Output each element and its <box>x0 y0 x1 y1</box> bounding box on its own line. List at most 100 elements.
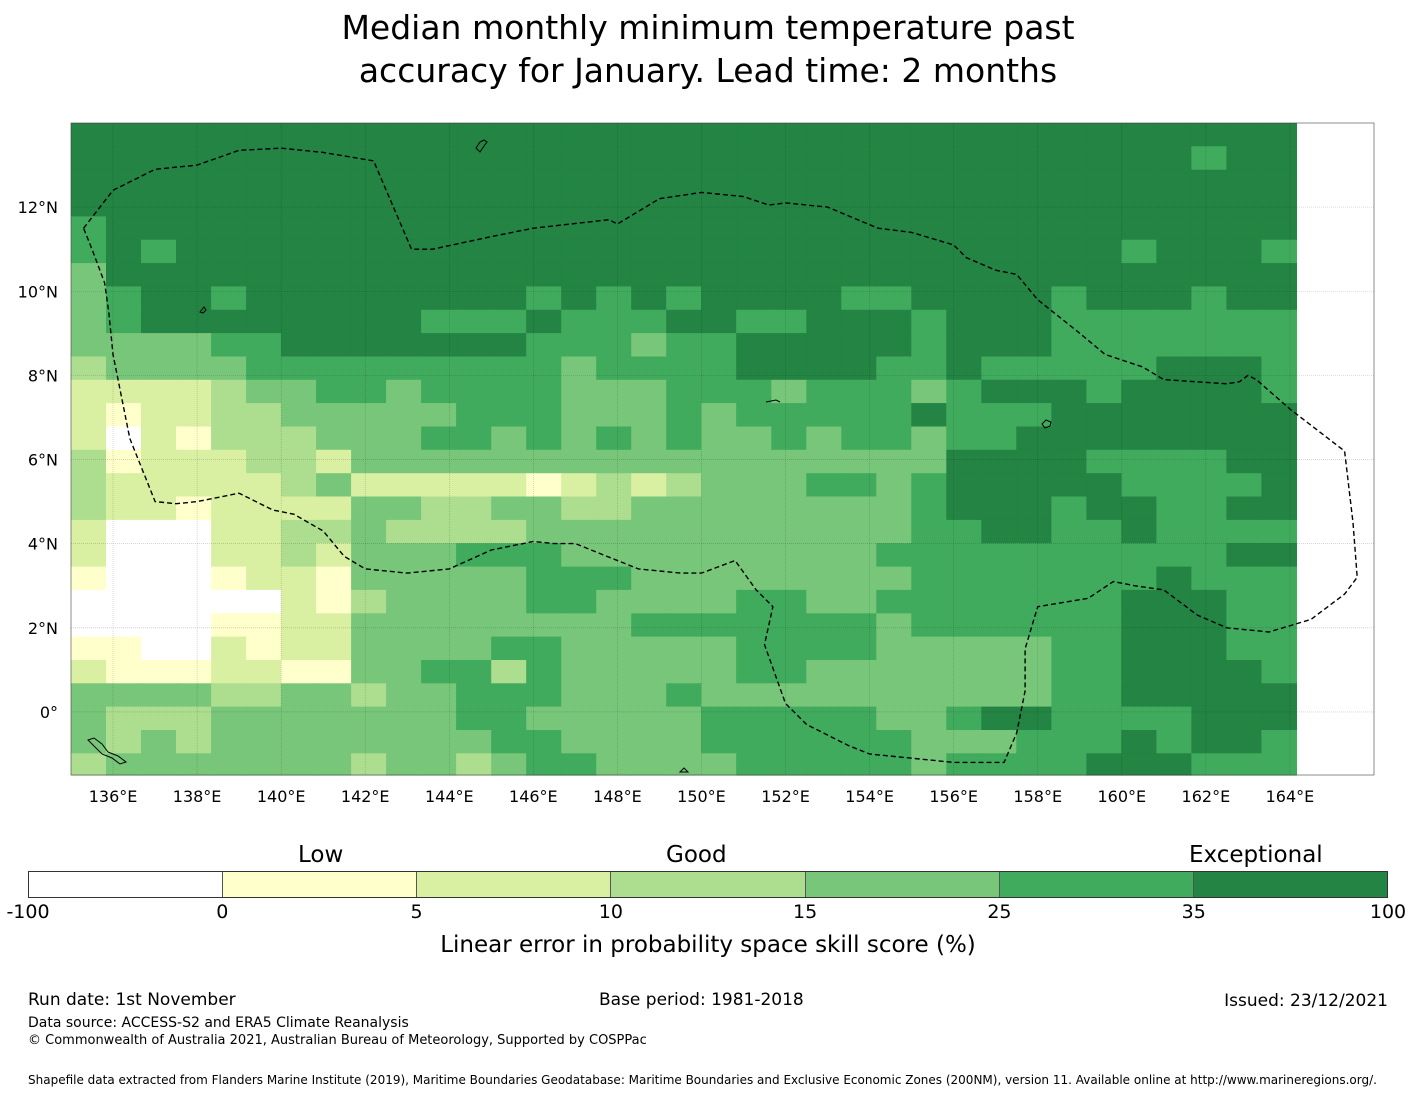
grid-cell <box>771 216 807 241</box>
grid-cell <box>1016 519 1052 544</box>
grid-cell <box>596 193 632 217</box>
grid-cell <box>281 496 317 521</box>
grid-cell <box>71 356 107 381</box>
grid-cell <box>1156 379 1192 404</box>
colorbar-segment <box>416 872 611 897</box>
grid-cell <box>1261 566 1297 591</box>
grid-cell <box>211 449 247 474</box>
grid-cell <box>316 543 352 568</box>
grid-cell <box>176 356 212 381</box>
grid-cell <box>1121 403 1157 427</box>
grid-cell <box>106 286 142 311</box>
grid-cell <box>246 169 282 194</box>
grid-cell <box>806 683 842 708</box>
grid-cell <box>386 730 422 754</box>
grid-cell <box>456 449 492 474</box>
grid-cell <box>316 753 352 776</box>
grid-cell <box>246 193 282 217</box>
grid-cell <box>771 263 807 287</box>
grid-cell <box>491 449 527 474</box>
grid-cell <box>946 566 982 591</box>
grid-cell <box>316 496 352 521</box>
latitude-tick-labels: 12°N 10°N 8°N 6°N 4°N 2°N 0° <box>18 198 58 722</box>
grid-cell <box>736 449 772 474</box>
grid-cell <box>1121 286 1157 311</box>
grid-cell <box>666 730 702 754</box>
grid-cell <box>876 636 912 661</box>
grid-cell <box>1051 123 1087 147</box>
grid-cell <box>1051 543 1087 568</box>
grid-cell <box>841 496 877 521</box>
grid-cell <box>421 169 457 194</box>
grid-cell <box>841 193 877 217</box>
grid-cell <box>316 660 352 684</box>
grid-cell <box>701 263 737 287</box>
grid-cell <box>806 613 842 638</box>
colorbar-segment <box>610 872 805 897</box>
grid-cell <box>421 309 457 334</box>
grid-cell <box>561 356 597 381</box>
colorbar-segment <box>29 872 223 897</box>
grid-cell <box>736 519 772 544</box>
grid-cell <box>1191 753 1227 776</box>
grid-cell <box>106 216 142 241</box>
colorbar <box>28 871 1388 898</box>
grid-cell <box>176 473 212 498</box>
grid-cell <box>1051 239 1087 264</box>
grid-cell <box>421 333 457 357</box>
grid-cell <box>316 730 352 754</box>
grid-cell <box>421 566 457 591</box>
grid-cell <box>316 589 352 614</box>
grid-cell <box>876 403 912 427</box>
grid-cell <box>736 706 772 731</box>
grid-cell <box>1226 589 1262 614</box>
grid-cell <box>281 473 317 498</box>
grid-cell <box>246 613 282 638</box>
grid-cell <box>1086 356 1122 381</box>
grid-cell <box>246 496 282 521</box>
grid-cell <box>876 449 912 474</box>
grid-cell <box>981 379 1017 404</box>
grid-cell <box>806 473 842 498</box>
grid-cell <box>736 589 772 614</box>
chart-title: Median monthly minimum temperature past … <box>0 6 1416 92</box>
grid-cell <box>351 239 387 264</box>
grid-cell <box>106 589 142 614</box>
grid-cell <box>281 309 317 334</box>
grid-cell <box>806 566 842 591</box>
grid-cell <box>946 706 982 731</box>
grid-cell <box>771 543 807 568</box>
grid-cell <box>281 660 317 684</box>
grid-cell <box>981 683 1017 708</box>
grid-cell <box>246 123 282 147</box>
grid-cell <box>1261 730 1297 754</box>
grid-cell <box>596 263 632 287</box>
grid-cell <box>281 123 317 147</box>
grid-cell <box>841 426 877 451</box>
grid-cell <box>841 706 877 731</box>
grid-cell <box>211 216 247 241</box>
grid-cell <box>771 333 807 357</box>
grid-cell <box>946 426 982 451</box>
grid-cell <box>1086 753 1122 776</box>
grid-cell <box>386 123 422 147</box>
grid-cell <box>421 496 457 521</box>
grid-cell <box>351 613 387 638</box>
grid-cell <box>736 683 772 708</box>
eez-boundary <box>82 147 1358 764</box>
grid-cell <box>386 403 422 427</box>
grid-cell <box>176 286 212 311</box>
grid-cell <box>596 356 632 381</box>
grid-cell <box>1051 286 1087 311</box>
grid-cell <box>596 730 632 754</box>
grid-cell <box>1121 193 1157 217</box>
grid-cell <box>1191 239 1227 264</box>
latitude-label: 4°N <box>28 535 58 554</box>
grid-cell <box>1226 683 1262 708</box>
grid-cell <box>246 706 282 731</box>
grid-cell <box>176 683 212 708</box>
grid-cell <box>771 753 807 776</box>
grid-cell <box>1226 193 1262 217</box>
grid-cell <box>71 146 107 171</box>
grid-cell <box>106 613 142 638</box>
